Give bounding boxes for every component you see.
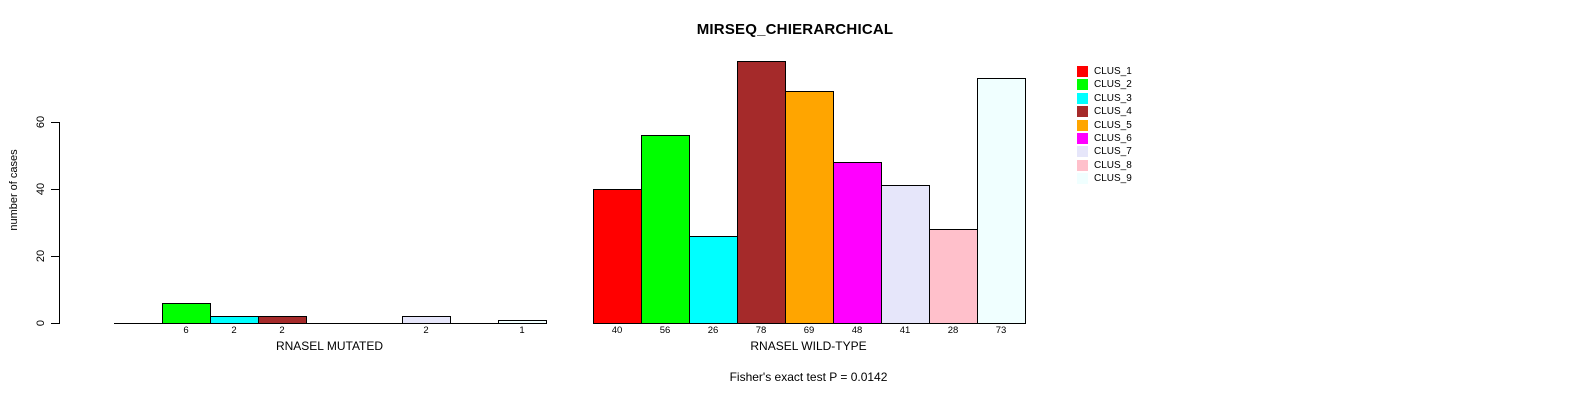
legend-swatch-clus_4 — [1077, 106, 1088, 118]
legend-swatch-clus_3 — [1077, 92, 1088, 104]
bar-clus_2-rnasel-wild-type — [640, 135, 690, 324]
bar-value-label: 2 — [279, 325, 285, 336]
legend-swatch-clus_8 — [1077, 159, 1088, 171]
bar-value-label: 78 — [755, 325, 767, 336]
legend-item: CLUS_6 — [1077, 132, 1132, 144]
y-tick-label: 0 — [35, 319, 47, 327]
legend-item: CLUS_2 — [1077, 79, 1132, 91]
group-label-rnasel-wild-type: RNASEL WILD-TYPE — [750, 339, 867, 353]
bar-clus_4-rnasel-mutated — [257, 316, 307, 324]
x-baseline — [113, 323, 547, 324]
y-tick-label: 40 — [35, 182, 47, 195]
legend-item: CLUS_9 — [1077, 173, 1132, 185]
bar-clus_7-rnasel-mutated — [401, 316, 451, 324]
y-tick — [51, 255, 59, 257]
legend: CLUS_1 CLUS_2 CLUS_3 CLUS_4 CLUS_5 CLUS_6 CLUS… — [1077, 66, 1132, 187]
legend-label: CLUS_2 — [1094, 79, 1132, 91]
legend-swatch-clus_1 — [1077, 66, 1088, 77]
bar-clus_6-rnasel-wild-type — [832, 162, 882, 324]
y-axis-line — [59, 121, 60, 324]
legend-swatch-clus_7 — [1077, 146, 1088, 158]
y-tick — [51, 121, 59, 123]
bar-value-label: 6 — [183, 325, 189, 336]
chart-title: MIRSEQ_CHIERARCHICAL — [696, 21, 894, 38]
legend-label: CLUS_1 — [1094, 66, 1132, 77]
bar-clus_2-rnasel-mutated — [161, 303, 211, 324]
legend-swatch-clus_6 — [1077, 132, 1088, 144]
legend-item: CLUS_1 — [1077, 66, 1132, 77]
bar-clus_9-rnasel-mutated — [497, 320, 547, 324]
y-tick-label: 60 — [35, 115, 47, 128]
legend-label: CLUS_7 — [1094, 146, 1132, 158]
bar-clus_9-rnasel-wild-type — [976, 78, 1026, 324]
y-tick — [51, 323, 59, 324]
bar-clus_4-rnasel-wild-type — [736, 61, 786, 324]
bar-value-label: 28 — [947, 325, 959, 336]
bar-value-label: 69 — [803, 325, 815, 336]
bar-clus_5-rnasel-wild-type — [784, 91, 834, 324]
bar-value-label: 2 — [423, 325, 429, 336]
bar-value-label: 48 — [851, 325, 863, 336]
legend-swatch-clus_2 — [1077, 79, 1088, 91]
bar-value-label: 2 — [231, 325, 237, 336]
bar-value-label: 1 — [519, 325, 525, 336]
legend-item: CLUS_5 — [1077, 119, 1132, 131]
bar-clus_3-rnasel-wild-type — [688, 236, 738, 324]
bar-clus_7-rnasel-wild-type — [880, 185, 930, 324]
bar-clus_1-rnasel-wild-type — [592, 189, 642, 324]
bar-value-label: 73 — [995, 325, 1007, 336]
legend-label: CLUS_6 — [1094, 132, 1132, 144]
legend-item: CLUS_3 — [1077, 92, 1132, 104]
legend-item: CLUS_8 — [1077, 159, 1132, 171]
y-tick-label: 20 — [35, 249, 47, 262]
fisher-test-annotation: Fisher's exact test P = 0.0142 — [729, 370, 888, 384]
y-axis-title: number of cases — [8, 149, 20, 231]
legend-label: CLUS_9 — [1094, 173, 1132, 185]
bar-value-label: 56 — [659, 325, 671, 336]
legend-label: CLUS_5 — [1094, 119, 1132, 131]
legend-item: CLUS_4 — [1077, 106, 1132, 118]
bar-clus_8-rnasel-wild-type — [928, 229, 978, 324]
group-label-rnasel-mutated: RNASEL MUTATED — [275, 339, 384, 353]
legend-item: CLUS_7 — [1077, 146, 1132, 158]
legend-label: CLUS_8 — [1094, 159, 1132, 171]
bar-clus_3-rnasel-mutated — [209, 316, 259, 324]
legend-label: CLUS_4 — [1094, 106, 1132, 118]
legend-label: CLUS_3 — [1094, 92, 1132, 104]
bar-value-label: 26 — [707, 325, 719, 336]
bar-value-label: 41 — [899, 325, 911, 336]
legend-swatch-clus_9 — [1077, 173, 1088, 185]
bar-value-label: 40 — [611, 325, 623, 336]
y-tick — [51, 188, 59, 190]
legend-swatch-clus_5 — [1077, 119, 1088, 131]
